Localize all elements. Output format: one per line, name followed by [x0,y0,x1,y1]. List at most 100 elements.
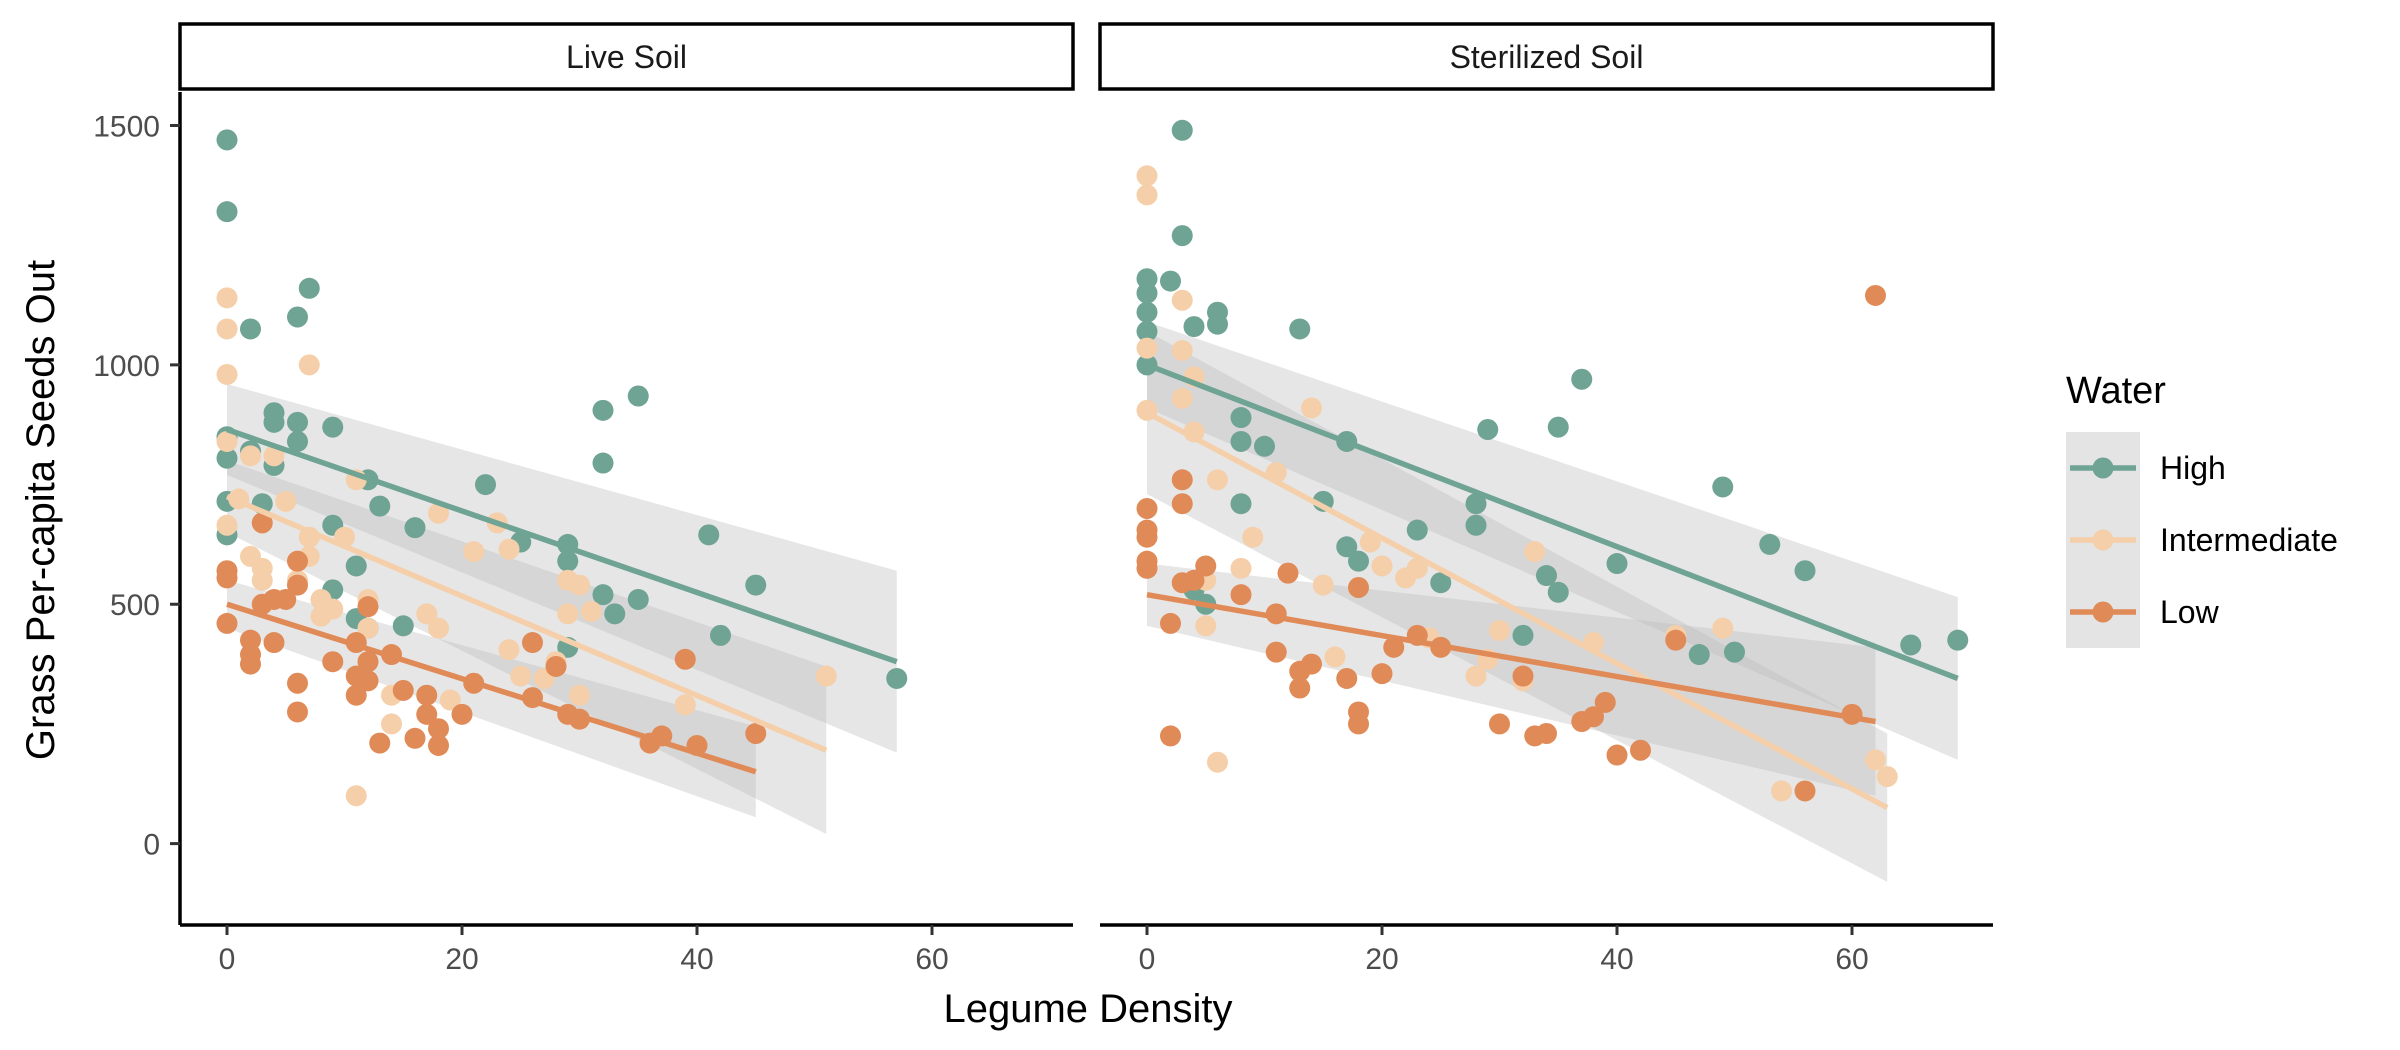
data-point [1865,284,1886,306]
fit-line-low [226,601,757,775]
data-point [1794,780,1816,802]
series-points-low [1136,284,1886,802]
data-point [1536,723,1557,745]
data-point [345,684,367,706]
data-point [1301,653,1322,675]
data-point [545,655,567,677]
data-point [404,517,426,539]
data-point [1171,493,1193,515]
data-point [240,318,261,340]
data-point [216,612,238,634]
x-tick-label: 20 [445,943,478,976]
facet-strip-label: Sterilized Soil [1450,39,1644,75]
legend-item-low: Low [2066,576,2220,648]
data-point [1289,318,1311,340]
data-point [1512,624,1534,646]
data-point [1477,419,1499,441]
data-point [1583,706,1604,728]
x-tick-label: 60 [1835,943,1868,976]
legend-label: Low [2160,594,2220,630]
data-point [1136,320,1158,342]
data-point [1207,751,1228,773]
data-point [1512,665,1534,687]
data-point [357,596,379,618]
data-point [1136,165,1158,187]
data-point [1136,282,1158,304]
data-point [1160,612,1181,634]
data-point [263,411,285,433]
data-point [674,694,696,716]
series-points-intermediate [216,287,837,807]
legend-title: Water [2066,370,2166,412]
data-point [322,416,344,438]
data-point [216,363,238,385]
data-point [1324,646,1346,668]
data-point [1348,576,1369,598]
data-point [498,538,520,560]
facet-panel-2: Sterilized Soil 0 20 40 60 [1098,22,1995,976]
data-point [569,684,590,706]
data-point [1254,435,1275,457]
data-point [498,639,520,661]
data-point [369,732,391,754]
data-point [216,430,238,452]
data-point [1348,713,1369,735]
y-tick-label: 1000 [93,350,160,383]
facet-strip [1098,22,1995,91]
data-point [298,354,320,376]
fit-line-low [1146,591,1876,725]
data-point [592,399,614,421]
data-point [298,277,320,299]
data-point [592,452,614,474]
data-point [1336,536,1358,558]
data-point [216,447,238,469]
data-point [475,474,496,496]
fit-line-high [226,426,898,665]
data-point [428,718,449,740]
data-point [381,713,402,735]
data-point [815,665,837,687]
data-point [1136,301,1158,323]
facet-panel-1: Live Soil 0 20 40 60 0 500 1000 1500 [93,22,1075,976]
data-point [1171,289,1193,311]
data-point [1547,416,1569,438]
data-point [1242,526,1264,548]
facet-strip-label: Live Soil [566,39,687,75]
data-point [240,629,261,651]
series-points-high [1136,119,1969,666]
legend-key-point [2092,457,2114,479]
data-point [1688,644,1710,666]
data-point [416,603,438,625]
data-point [1547,581,1569,603]
legend: Water High Intermediate Low [2066,370,2338,648]
data-point [710,624,731,646]
y-tick-label: 500 [110,589,160,622]
data-point [1771,780,1792,802]
data-point [1465,514,1487,536]
fit-line-intermediate [1145,410,1889,811]
data-point [557,603,579,625]
data-point [1794,560,1816,582]
data-point [1171,340,1193,362]
data-point [627,385,649,407]
legend-key-point [2092,529,2114,551]
x-tick-label: 0 [1139,943,1156,976]
data-point [1289,677,1311,699]
confidence-band-low [1147,563,1876,796]
data-point [1630,739,1651,761]
data-point [1277,562,1299,584]
series-points-intermediate [1136,165,1898,802]
data-point [451,703,473,725]
data-point [1571,368,1593,390]
data-point [416,684,438,706]
data-point [674,648,696,670]
data-point [1136,557,1158,579]
data-point [1536,565,1557,587]
data-point [416,703,438,725]
data-point [1265,641,1287,663]
data-point [345,785,367,807]
x-tick-label: 0 [219,943,236,976]
data-point [745,723,767,745]
data-point [263,445,285,467]
data-point [263,632,285,654]
